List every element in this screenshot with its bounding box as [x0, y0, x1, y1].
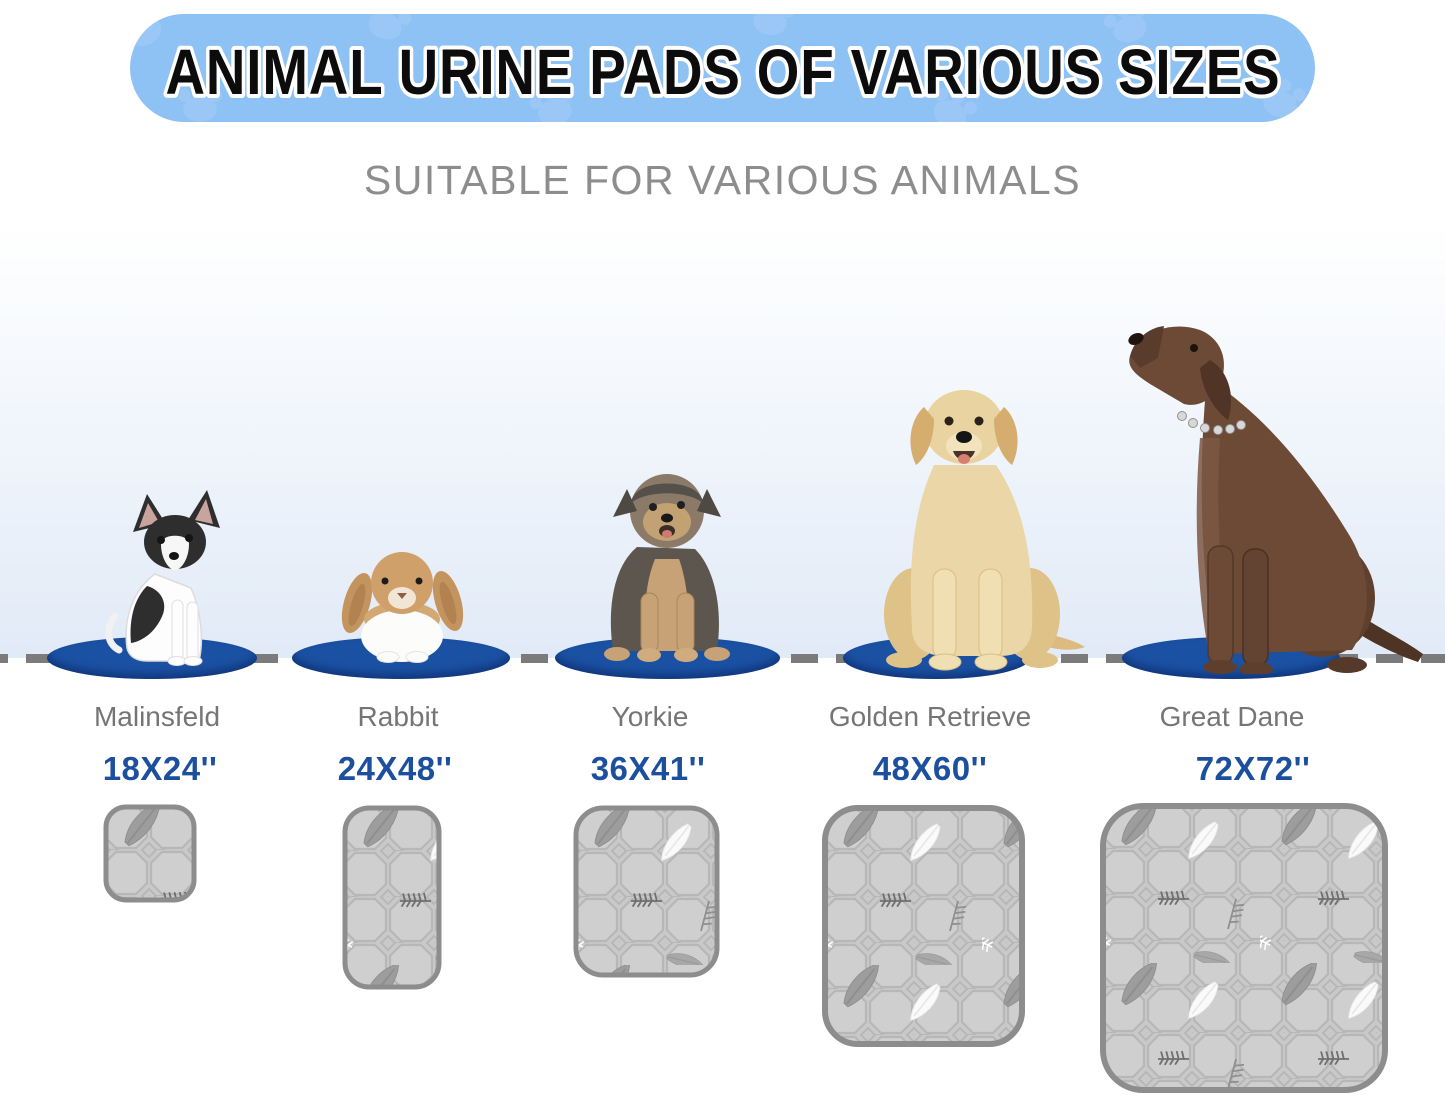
pet-name-1: Malinsfeld [93, 701, 221, 732]
pet-size-4: 48X60'' [872, 750, 988, 787]
pad-24x48 [342, 805, 442, 990]
banner-title: ANIMAL URINE PADS OF VARIOUS SIZES [166, 36, 1281, 108]
pad-48x60 [822, 805, 1025, 1047]
golden-retriever-image [884, 390, 1085, 671]
pet-name-5: Great Dane [1159, 701, 1305, 732]
pet-name-3: Yorkie [611, 701, 689, 732]
yorkie-image [604, 474, 730, 662]
pad-72x72 [1100, 803, 1388, 1093]
pad-18x24 [103, 804, 197, 903]
subtitle: SUITABLE FOR VARIOUS ANIMALS [363, 157, 1082, 203]
pet-size-1: 18X24'' [102, 750, 218, 787]
great-dane-image [1128, 326, 1423, 674]
chihuahua-image [105, 490, 220, 666]
banner-paw-decorations: ANIMAL URINE PADS OF VARIOUS SIZES [130, 14, 1309, 122]
pet-name-4: Golden Retrieve [828, 701, 1032, 732]
title-banner: ANIMAL URINE PADS OF VARIOUS SIZES [130, 14, 1315, 122]
rabbit-image [341, 552, 464, 663]
pet-name-2: Rabbit [357, 701, 439, 732]
pet-size-5: 72X72'' [1195, 750, 1311, 787]
pad-36x41 [573, 805, 720, 978]
pet-size-3: 36X41'' [590, 750, 706, 787]
pet-size-2: 24X48'' [337, 750, 453, 787]
